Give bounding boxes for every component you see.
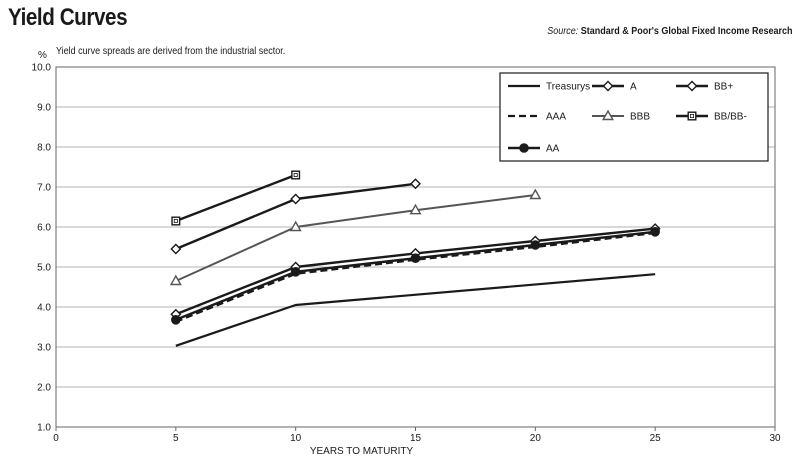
series-lines [169, 170, 661, 347]
legend-box [499, 72, 769, 162]
y-tick-label: 7.0 [37, 183, 51, 194]
chart-title: Yield Curves [8, 4, 128, 31]
chart-subtitle: Yield curve spreads are derived from the… [56, 46, 286, 57]
x-tick-label: 10 [290, 433, 302, 444]
x-tick-label: 20 [530, 433, 542, 444]
chart-source: Source: Standard & Poor's Global Fixed I… [547, 26, 792, 37]
x-tick-label: 5 [173, 433, 179, 444]
legend-marker [519, 143, 529, 153]
data-point-aa [290, 267, 301, 277]
legend-item-treasurys: Treasurys [508, 82, 590, 93]
data-point-bb [170, 243, 182, 255]
data-point-bbb [529, 188, 542, 200]
source-prefix: Source: [546, 26, 578, 37]
data-point-aa [410, 253, 421, 264]
y-tick-label: 5.0 [37, 263, 51, 274]
x-axis-label: YEARS TO MATURITY [310, 446, 414, 457]
data-point-bb-bb [171, 216, 181, 226]
series-line-aaa [175, 231, 656, 323]
legend-label: A [630, 82, 637, 93]
x-tick-label: 30 [769, 433, 781, 444]
data-point-aa [650, 227, 660, 237]
series-bb [170, 178, 421, 255]
x-axis: 0 5 10 15 20 25 30 [53, 427, 781, 444]
legend-label: BB+ [714, 82, 733, 93]
data-point-bb [290, 193, 302, 205]
y-tick-label: 10.0 [32, 63, 52, 74]
y-axis: 1.0 2.0 3.0 4.0 5.0 6.0 7.0 8.0 9.0 10.0 [32, 63, 52, 434]
legend: Treasurys A BB+ AAA BBB BB/BB- AA [499, 72, 769, 162]
y-tick-label: 4.0 [37, 303, 51, 314]
data-point-aa [530, 240, 541, 250]
y-axis-label: % [38, 50, 47, 61]
y-tick-label: 1.0 [37, 423, 51, 434]
legend-label: AAA [546, 112, 566, 123]
source-name: Standard & Poor's Global Fixed Income Re… [580, 26, 792, 37]
series-line-bb-bb [175, 173, 297, 223]
data-point-bbb [169, 274, 182, 286]
x-tick-label: 15 [410, 433, 422, 444]
series-bb-bb [171, 170, 301, 226]
data-point-bb-bb-inner [293, 172, 298, 177]
legend-item-bbb: BBB [592, 109, 650, 123]
legend-label: BB/BB- [714, 112, 747, 123]
data-point-bb-bb [291, 170, 301, 180]
legend-item-bb-bb: BB/BB- [676, 111, 747, 123]
data-point-bb [410, 178, 421, 190]
legend-marker [687, 111, 697, 121]
legend-item-a: A [592, 80, 637, 93]
y-tick-label: 3.0 [37, 343, 51, 354]
y-tick-label: 8.0 [37, 143, 51, 154]
series-line-treasurys [175, 273, 656, 347]
data-point-bb-bb-inner [173, 218, 178, 223]
y-tick-label: 6.0 [37, 223, 51, 234]
series-aa [171, 227, 660, 325]
data-point-bbb [409, 203, 422, 215]
legend-label: BBB [630, 112, 650, 123]
data-point-bbb [289, 220, 302, 232]
series-bbb [169, 188, 542, 286]
series-treasurys [175, 273, 656, 347]
legend-marker-inner [690, 114, 695, 119]
series-aaa [175, 231, 656, 323]
y-tick-label: 9.0 [37, 103, 51, 114]
series-line-aa [175, 230, 656, 321]
data-point-aa [171, 315, 181, 325]
legend-marker [686, 80, 698, 92]
legend-marker [602, 80, 614, 92]
legend-label: Treasurys [546, 82, 590, 93]
y-tick-label: 2.0 [37, 383, 51, 394]
legend-item-aa: AA [508, 143, 560, 155]
x-tick-label: 25 [650, 433, 662, 444]
legend-label: AA [546, 144, 560, 155]
legend-marker [602, 109, 614, 121]
x-tick-label: 0 [53, 433, 59, 444]
series-line-bbb [175, 194, 536, 282]
legend-item-bb: BB+ [676, 80, 733, 93]
legend-item-aaa: AAA [508, 112, 566, 123]
